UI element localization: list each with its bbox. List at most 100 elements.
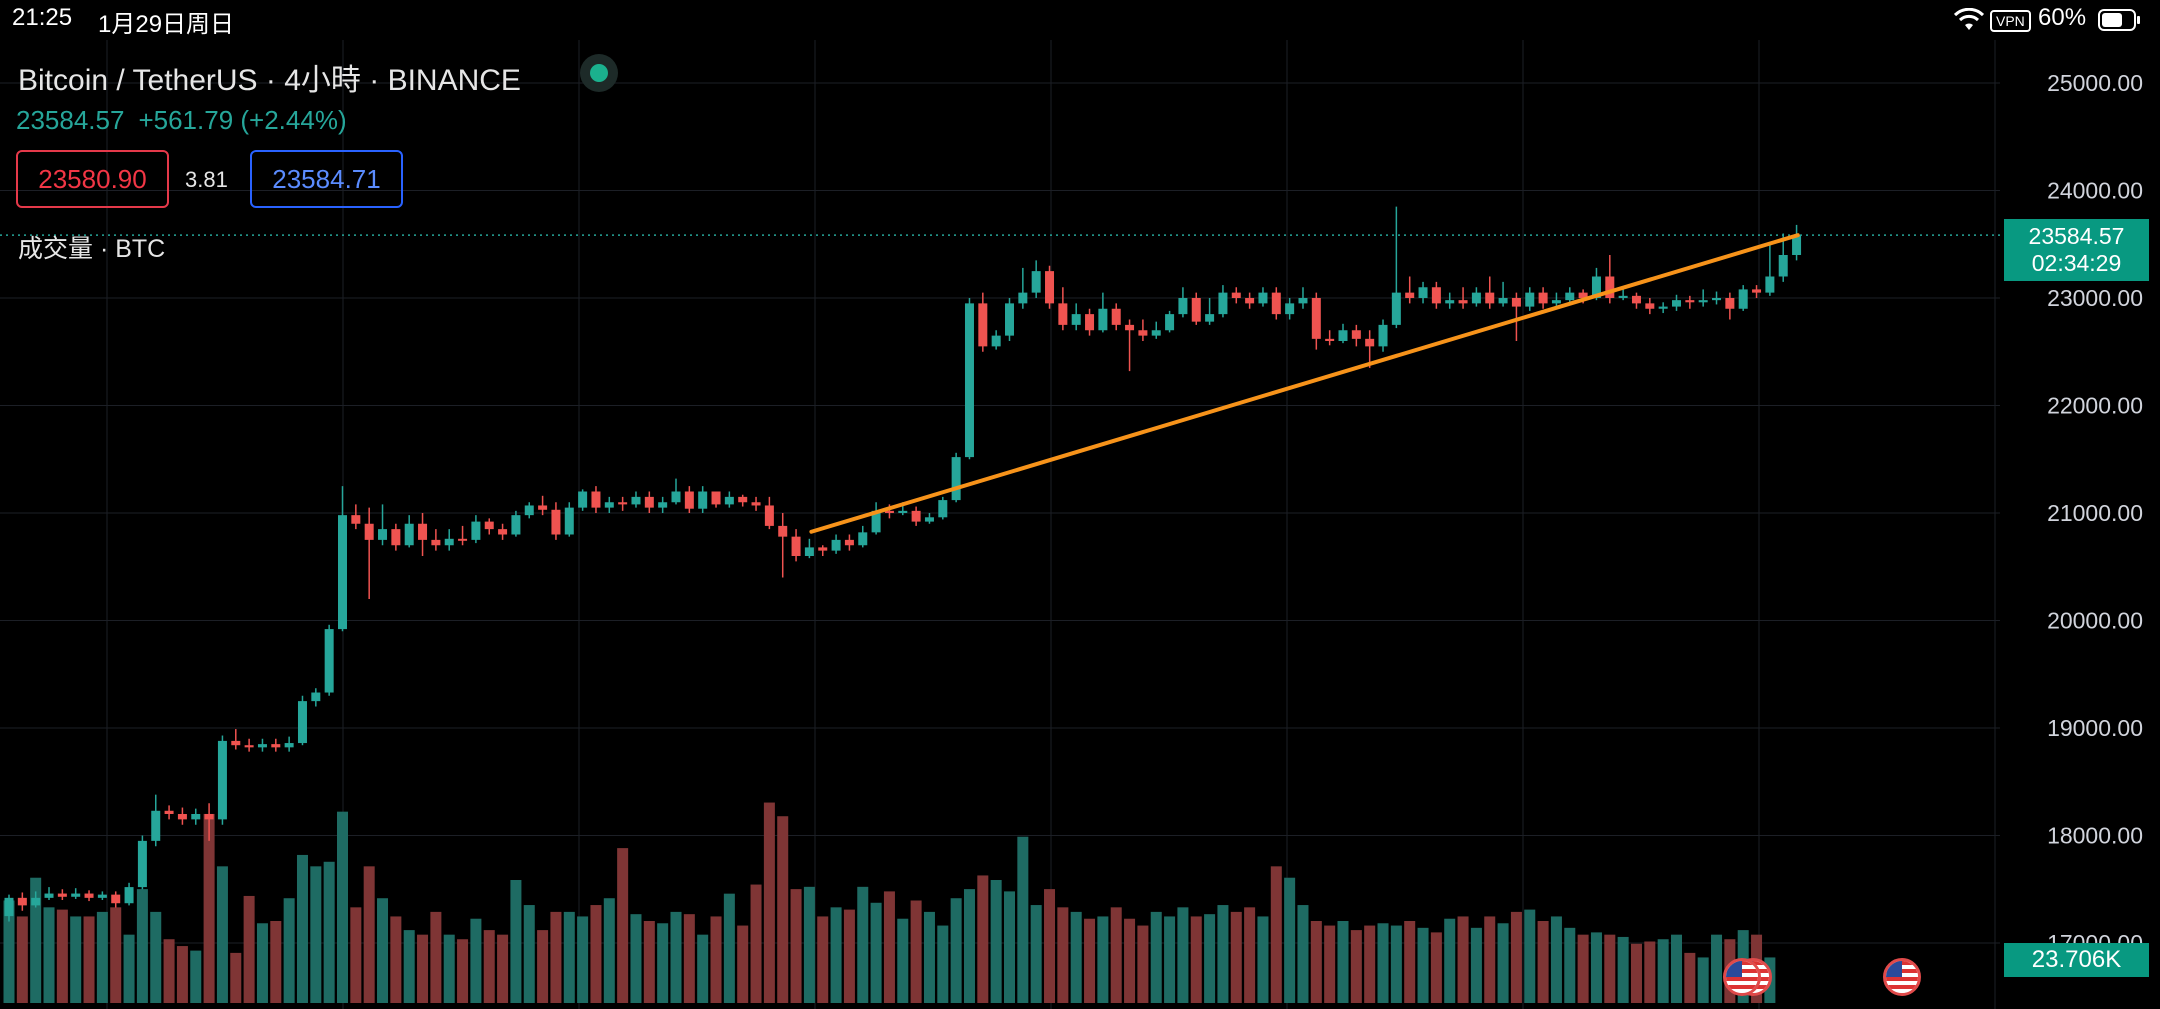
volume-bar [256, 923, 268, 1003]
volume-bar [870, 902, 882, 1003]
volume-bar [457, 939, 469, 1003]
candle-body [177, 814, 187, 820]
market-status-icon[interactable] [580, 54, 618, 92]
candle-body [1525, 292, 1535, 307]
price-tick-label: 18000.00 [2047, 823, 2143, 849]
candle-body [31, 897, 41, 906]
volume-bar [510, 880, 522, 1003]
volume-bar [1177, 907, 1189, 1003]
volume-bar [763, 802, 775, 1003]
candle-body [804, 547, 814, 556]
volume-bar [1590, 932, 1602, 1003]
status-bar: 21:25 1月29日周日 VPN 60% [0, 0, 2160, 40]
candle-body [1658, 306, 1668, 309]
volume-bar [923, 911, 935, 1003]
candle-body [524, 505, 534, 516]
price-tick-label: 23000.00 [2047, 285, 2143, 311]
candle-body [1725, 298, 1735, 309]
candle-body [271, 744, 281, 748]
volume-bar [1110, 907, 1122, 1003]
battery-icon [2098, 9, 2140, 31]
candle-body [71, 893, 81, 897]
volume-bar [1577, 934, 1589, 1003]
volume-bar [977, 875, 989, 1003]
volume-bar [43, 907, 55, 1003]
candle-body [431, 539, 441, 546]
candle-body [1485, 292, 1495, 304]
volume-bar [1430, 932, 1442, 1003]
candle-body [724, 496, 734, 505]
candle-body [644, 496, 654, 508]
candle-body [711, 491, 721, 505]
volume-bar [230, 952, 242, 1003]
bar-countdown: 02:34:29 [2031, 250, 2122, 276]
volume-bar [1137, 925, 1149, 1003]
volume-bar [897, 918, 909, 1003]
candle-body [1258, 292, 1268, 304]
us-flag-icon[interactable] [1883, 958, 1921, 996]
trendline[interactable] [809, 233, 1800, 534]
volume-bar [1337, 921, 1349, 1003]
sell-price-button[interactable]: 23580.90 [16, 150, 169, 208]
volume-bar [390, 916, 402, 1003]
volume-bar [1070, 911, 1082, 1003]
candle-body [658, 502, 668, 508]
candle-body [1365, 338, 1375, 347]
volume-bar [1350, 930, 1362, 1003]
price-tick-label: 22000.00 [2047, 393, 2143, 419]
candle-body [324, 629, 334, 693]
volume-bar [123, 934, 135, 1003]
candle-body [17, 897, 27, 906]
volume-bar [1484, 916, 1496, 1003]
candle-body [951, 457, 961, 501]
volume-label[interactable]: 成交量 · BTC [18, 235, 166, 263]
candle-body [1685, 300, 1695, 303]
candle-body [1271, 292, 1281, 315]
volume-bar [1150, 911, 1162, 1003]
symbol-title[interactable]: Bitcoin / TetherUS · 4小時 · BINANCE [18, 64, 521, 97]
candle-body [898, 510, 908, 513]
volume-bar [1377, 923, 1389, 1003]
candle-body [1431, 287, 1441, 304]
buy-price-button[interactable]: 23584.71 [250, 150, 403, 208]
candle-body [1311, 298, 1321, 339]
candle-body [444, 538, 454, 546]
candle-body [1565, 292, 1575, 301]
price-tick-label: 19000.00 [2047, 715, 2143, 741]
volume-bar [1644, 941, 1656, 1003]
volume-bar [1470, 927, 1482, 1003]
candle-body [1151, 330, 1161, 336]
volume-bar [1204, 914, 1216, 1003]
volume-bar [990, 880, 1002, 1003]
volume-bar [697, 934, 709, 1003]
candle-body [978, 303, 988, 347]
candle-body [97, 894, 107, 898]
price-line: 23584.57 +561.79 (+2.44%) [16, 105, 361, 136]
price-change: +561.79 (+2.44%) [138, 105, 347, 135]
candle-body [1391, 292, 1401, 325]
volume-bar [750, 884, 762, 1003]
volume-bar [710, 916, 722, 1003]
candle-body [1031, 271, 1041, 293]
volume-bar [737, 925, 749, 1003]
price-tick-label: 25000.00 [2047, 70, 2143, 96]
us-flag-icon[interactable] [1723, 958, 1761, 996]
volume-bar [430, 911, 442, 1003]
candle-body [1631, 295, 1641, 304]
volume-bar [363, 866, 375, 1003]
volume-bar [1697, 957, 1709, 1003]
price-tick-label: 20000.00 [2047, 608, 2143, 634]
candle-body [1191, 298, 1201, 322]
volume-bar [963, 889, 975, 1003]
candle-body [618, 502, 628, 505]
volume-bar [337, 811, 348, 1003]
candle-body [1418, 287, 1428, 298]
candle-body [818, 547, 828, 551]
volume-bars [3, 802, 1776, 1003]
volume-bar [283, 898, 295, 1003]
candle-body [311, 692, 321, 702]
candle-body [764, 505, 774, 526]
candle-body [831, 539, 841, 551]
candle-body [338, 515, 347, 630]
